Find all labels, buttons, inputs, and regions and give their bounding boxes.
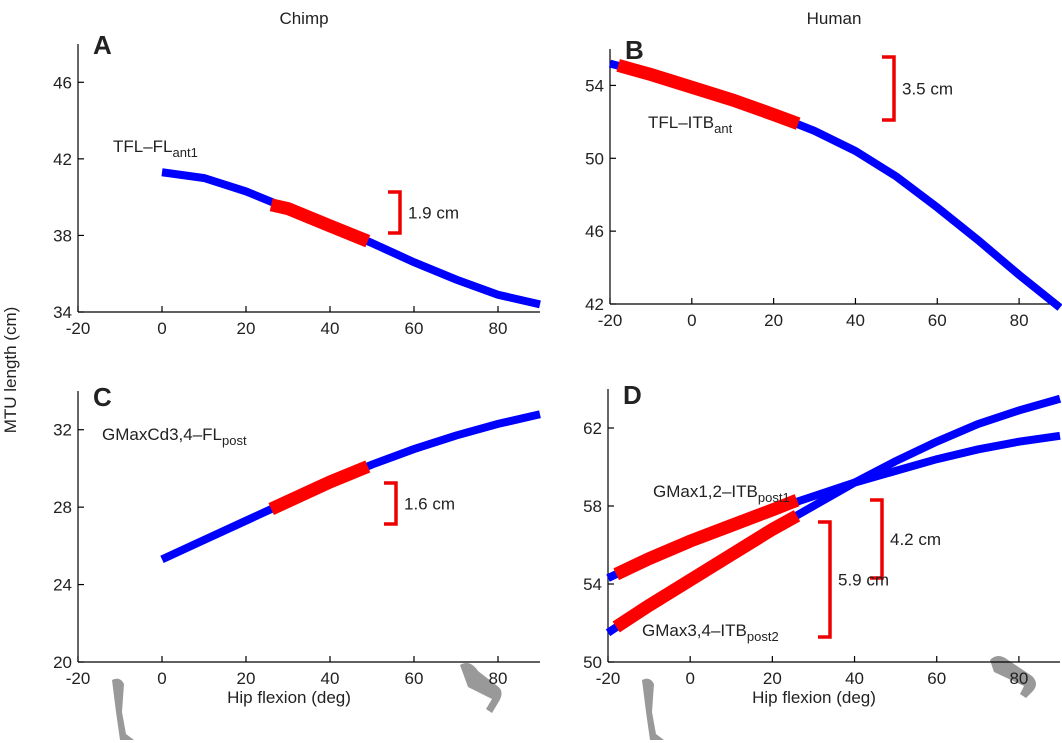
panel-letter: C xyxy=(93,382,112,412)
leg-icon xyxy=(112,678,134,740)
x-tick-label: 40 xyxy=(321,669,340,688)
curve-label-text: TFL–ITB xyxy=(648,113,714,132)
x-tick-label: 20 xyxy=(763,669,782,688)
curve-label-text: TFL–FL xyxy=(113,137,173,156)
scale-bracket xyxy=(384,481,398,526)
curve-label: TFL–ITBant xyxy=(648,113,733,136)
x-tick-label: 80 xyxy=(489,319,508,338)
x-tick-label: 40 xyxy=(845,669,864,688)
scale-bracket xyxy=(870,498,884,580)
x-tick-label: 80 xyxy=(1010,311,1029,330)
panel-letter: D xyxy=(623,380,642,410)
scale-label: 1.6 cm xyxy=(404,495,455,514)
x-tick-label: 0 xyxy=(685,669,694,688)
curve-label: TFL–FLant1 xyxy=(113,137,198,160)
y-tick-label: 28 xyxy=(53,498,72,517)
x-axis-label: Hip flexion (deg) xyxy=(227,688,351,707)
panel-title: Human xyxy=(807,9,862,28)
scale-label: 4.2 cm xyxy=(890,530,941,549)
scale-label: 1.9 cm xyxy=(408,204,459,223)
x-tick-label: 40 xyxy=(846,311,865,330)
curve-label-sub: ant xyxy=(714,121,732,136)
series-line xyxy=(612,510,801,633)
y-tick-label: 46 xyxy=(585,222,604,241)
series-line xyxy=(605,394,1062,637)
series-line xyxy=(608,59,1062,311)
curve-label-sub: post xyxy=(222,433,247,448)
series-line xyxy=(616,59,801,130)
y-tick-label: 38 xyxy=(53,226,72,245)
x-tick-label: 60 xyxy=(405,669,424,688)
y-axis-label: MTU length (cm) xyxy=(1,307,20,434)
y-tick-label: 50 xyxy=(585,149,604,168)
curve-label-sub: post1 xyxy=(758,490,790,505)
y-tick-label: 24 xyxy=(53,576,72,595)
curve-label: GMax3,4–ITBpost2 xyxy=(642,621,779,644)
curve-label-text: GMax3,4–ITB xyxy=(642,621,747,640)
x-tick-label: -20 xyxy=(596,669,621,688)
series-line xyxy=(606,431,1061,582)
x-tick-label: 60 xyxy=(405,319,424,338)
curve-label-text: GMax1,2–ITB xyxy=(653,482,758,501)
leg-icon xyxy=(990,656,1036,698)
x-tick-label: 60 xyxy=(928,311,947,330)
x-tick-label: 20 xyxy=(237,669,256,688)
leg-icon xyxy=(642,678,664,740)
x-tick-label: -20 xyxy=(66,319,91,338)
leg-icon xyxy=(460,663,502,713)
x-tick-label: 60 xyxy=(927,669,946,688)
scale-bracket xyxy=(882,55,896,122)
y-tick-label: 42 xyxy=(53,150,72,169)
curve-label-sub: post2 xyxy=(747,629,779,644)
panel-letter: B xyxy=(625,35,644,65)
scale-label: 5.9 cm xyxy=(838,571,889,590)
curve-label-text: GMaxCd3,4–FL xyxy=(102,425,222,444)
x-tick-label: 40 xyxy=(321,319,340,338)
x-tick-label: 80 xyxy=(1009,669,1028,688)
curve-label-sub: ant1 xyxy=(173,145,198,160)
x-tick-label: 0 xyxy=(157,669,166,688)
y-tick-label: 34 xyxy=(53,303,72,322)
y-tick-label: 54 xyxy=(583,575,602,594)
y-tick-label: 54 xyxy=(585,76,604,95)
x-tick-label: -20 xyxy=(598,311,623,330)
y-tick-label: 62 xyxy=(583,419,602,438)
scale-bracket xyxy=(818,520,832,639)
x-tick-label: 0 xyxy=(687,311,696,330)
x-tick-label: -20 xyxy=(66,669,91,688)
panel-letter: A xyxy=(93,30,112,60)
x-tick-label: 20 xyxy=(237,319,256,338)
series-line xyxy=(269,198,371,248)
leg-icons xyxy=(112,656,1036,740)
y-tick-label: 20 xyxy=(53,653,72,672)
scale-label: 3.5 cm xyxy=(902,80,953,99)
curve-label: GMax1,2–ITBpost1 xyxy=(653,482,790,505)
x-axis-label: Hip flexion (deg) xyxy=(752,688,876,707)
y-tick-label: 32 xyxy=(53,421,72,440)
series-line xyxy=(613,494,800,581)
y-tick-label: 46 xyxy=(53,73,72,92)
y-tick-label: 50 xyxy=(583,653,602,672)
curve-label: GMaxCd3,4–FLpost xyxy=(102,425,247,448)
y-tick-label: 58 xyxy=(583,497,602,516)
scale-bracket xyxy=(388,190,402,235)
x-tick-label: 0 xyxy=(157,319,166,338)
x-tick-label: 20 xyxy=(764,311,783,330)
y-tick-label: 42 xyxy=(585,295,604,314)
series-line xyxy=(268,460,371,515)
panel-title: Chimp xyxy=(279,9,328,28)
x-tick-label: 80 xyxy=(489,669,508,688)
